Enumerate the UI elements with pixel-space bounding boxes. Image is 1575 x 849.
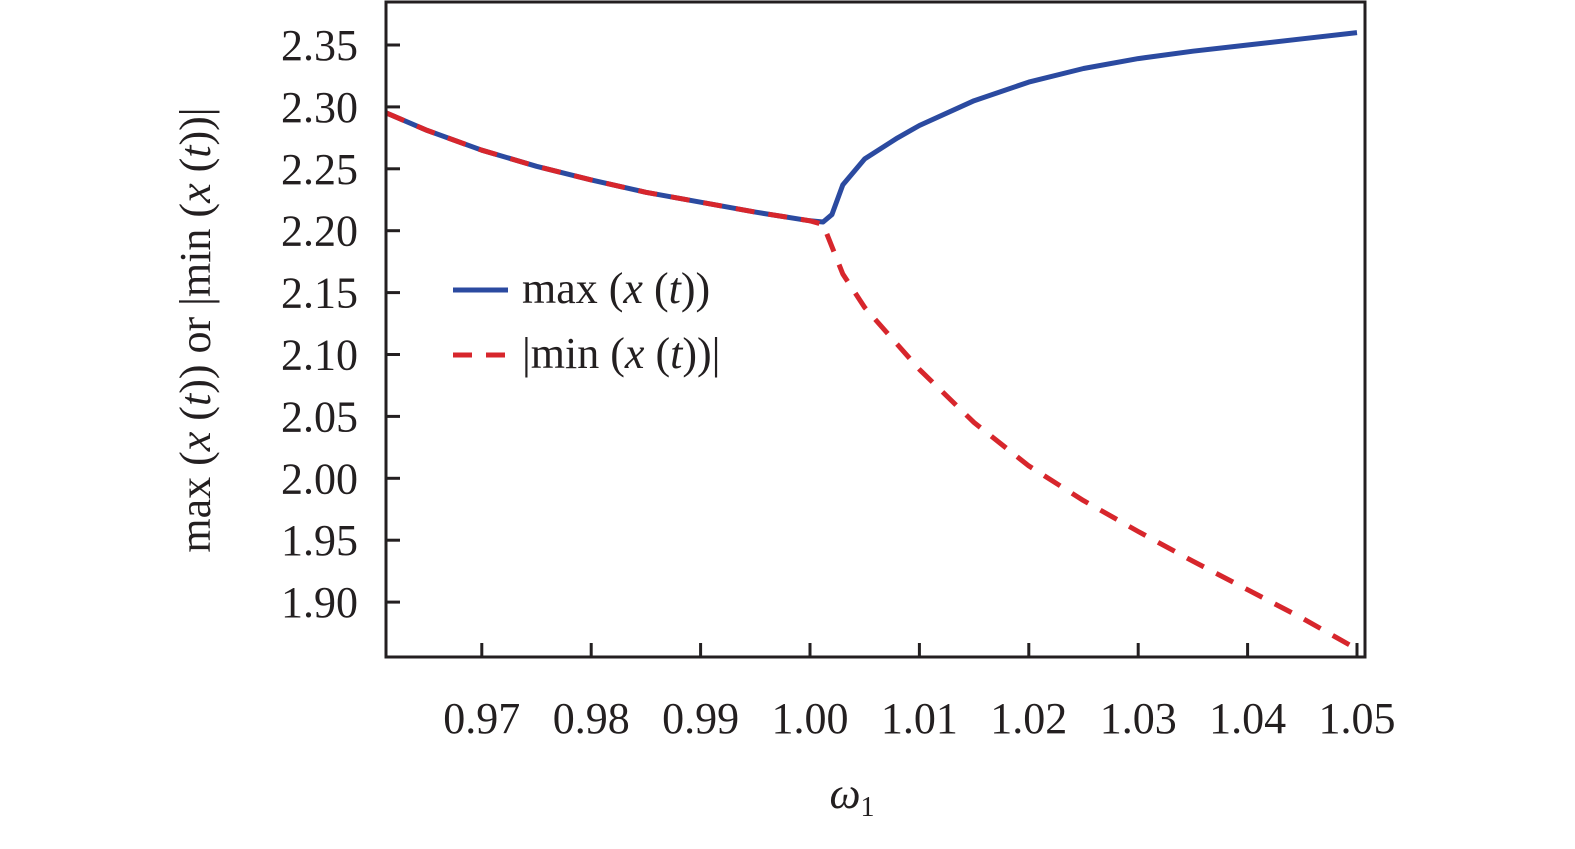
x-tick-label: 0.97 xyxy=(443,694,520,743)
legend-label-max: max (x (t)) xyxy=(522,264,710,313)
plot-series xyxy=(385,30,1359,652)
y-tick-label: 2.00 xyxy=(281,454,358,503)
y-tick-label: 2.15 xyxy=(281,269,358,318)
y-tick-label: 2.35 xyxy=(281,21,358,70)
x-tick-label: 1.05 xyxy=(1319,694,1396,743)
legend-item-min: |min (x (t))| xyxy=(453,329,720,378)
x-tick-label: 0.99 xyxy=(662,694,739,743)
y-axis-ticks: 2.35 2.30 2.25 2.20 2.15 2.10 2.05 2.00 1.95 1.90 xyxy=(281,21,400,627)
legend: max (x (t)) |min (x (t))| xyxy=(453,264,720,378)
y-tick-label: 2.30 xyxy=(281,83,358,132)
y-tick-label: 2.25 xyxy=(281,145,358,194)
series-line-min xyxy=(385,110,1359,652)
plot-frame xyxy=(384,0,1367,659)
x-tick-label: 1.03 xyxy=(1100,694,1177,743)
legend-label-min: |min (x (t))| xyxy=(522,329,720,378)
y-tick-label: 2.10 xyxy=(281,331,358,380)
x-tick-label: 1.00 xyxy=(772,694,849,743)
x-tick-label: 1.04 xyxy=(1209,694,1286,743)
x-tick-label: 1.01 xyxy=(881,694,958,743)
x-axis-ticks: 0.97 0.98 0.99 1.00 1.01 1.02 1.03 1.04 1.05 xyxy=(443,643,1396,743)
y-tick-label: 2.20 xyxy=(281,207,358,256)
y-axis-title: max (x (t)) or |min (x (t))| xyxy=(171,107,220,552)
series-line-max xyxy=(385,30,1358,225)
y-tick-label: 1.90 xyxy=(281,578,358,627)
x-tick-label: 0.98 xyxy=(553,694,630,743)
x-tick-label: 1.02 xyxy=(990,694,1067,743)
y-tick-label: 1.95 xyxy=(281,516,358,565)
legend-item-max: max (x (t)) xyxy=(453,264,710,313)
x-axis-title: ω1 xyxy=(829,769,874,823)
y-tick-label: 2.05 xyxy=(281,392,358,441)
